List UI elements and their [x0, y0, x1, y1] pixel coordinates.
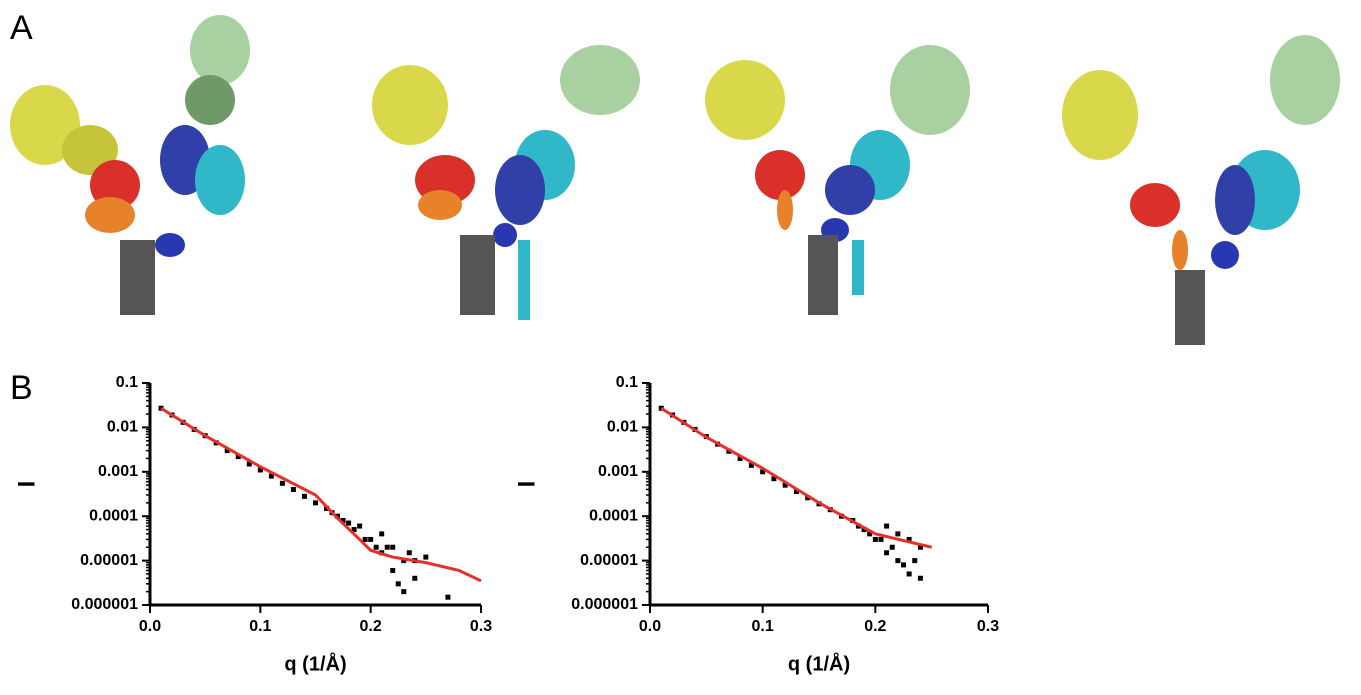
x-tick-label: 0.1	[752, 618, 774, 635]
data-point	[390, 567, 396, 573]
data-point	[390, 544, 396, 550]
data-point	[224, 448, 230, 454]
x-tick-label: 0.3	[977, 618, 999, 635]
data-point	[401, 558, 407, 564]
structure-images	[10, 15, 1340, 345]
data-point	[246, 461, 252, 467]
data-point	[395, 581, 401, 587]
data-point	[867, 531, 873, 537]
y-tick-label: 0.001	[598, 463, 638, 480]
data-point	[290, 486, 296, 492]
data-point	[895, 531, 901, 537]
y-axis-label: I	[13, 481, 40, 488]
data-point	[346, 520, 352, 526]
y-tick-label: 0.0001	[89, 507, 138, 524]
data-point	[351, 527, 357, 533]
data-point	[917, 575, 923, 581]
x-tick-label: 0.2	[864, 618, 886, 635]
x-axis-label: q (1/Å)	[284, 651, 346, 675]
data-point	[406, 550, 412, 556]
data-point	[357, 523, 363, 529]
data-point	[384, 544, 390, 550]
y-tick-label: 0.1	[116, 374, 138, 391]
data-point	[917, 544, 923, 550]
data-point	[313, 500, 318, 506]
data-point	[793, 489, 799, 495]
data-point	[760, 469, 766, 475]
y-tick-label: 0.0001	[589, 507, 638, 524]
data-point	[878, 536, 884, 542]
data-point	[301, 493, 307, 499]
data-point	[737, 455, 743, 461]
fit-line	[660, 406, 933, 549]
y-tick-label: 0.000001	[71, 596, 138, 613]
x-tick-label: 0.2	[360, 618, 382, 635]
panel-label: A	[10, 9, 33, 47]
y-tick-label: 0.1	[616, 374, 638, 391]
data-point	[412, 575, 418, 581]
data-point	[901, 562, 906, 568]
structure	[705, 45, 970, 315]
data-point	[805, 495, 811, 501]
data-point	[235, 454, 241, 460]
y-tick-label: 0.001	[98, 463, 138, 480]
data-point	[423, 554, 429, 560]
x-tick-label: 0.1	[249, 618, 271, 635]
data-point	[906, 571, 912, 577]
y-tick-label: 0.01	[607, 419, 638, 436]
data-point	[373, 544, 379, 550]
data-point	[748, 462, 754, 468]
x-tick-label: 0.0	[139, 618, 161, 635]
data-point	[906, 536, 912, 542]
y-tick-label: 0.000001	[571, 596, 638, 613]
data-point	[861, 527, 867, 533]
fit-line	[160, 406, 482, 583]
data-point	[257, 467, 263, 473]
structure	[372, 45, 640, 320]
x-axis-label: q (1/Å)	[788, 651, 850, 675]
data-point	[895, 558, 901, 564]
structure	[1062, 35, 1340, 345]
panel-label: B	[10, 369, 33, 407]
data-point	[872, 536, 878, 542]
data-point	[884, 523, 890, 529]
structure	[10, 15, 250, 315]
data-point	[782, 482, 788, 488]
data-point	[445, 594, 451, 600]
x-tick-label: 0.0	[639, 618, 661, 635]
data-point	[379, 531, 385, 537]
y-tick-label: 0.01	[107, 419, 138, 436]
data-point	[368, 536, 374, 542]
data-point	[401, 589, 407, 595]
x-tick-label: 0.3	[470, 618, 492, 635]
data-point	[884, 550, 890, 556]
y-axis-label: I	[513, 481, 540, 488]
data-point	[268, 473, 274, 479]
data-point	[362, 536, 368, 542]
data-point	[771, 476, 777, 482]
data-point	[889, 544, 895, 550]
data-point	[912, 558, 918, 564]
y-tick-label: 0.00001	[580, 552, 638, 569]
y-tick-label: 0.00001	[80, 552, 138, 569]
data-point	[279, 480, 285, 486]
data-point	[340, 518, 346, 524]
